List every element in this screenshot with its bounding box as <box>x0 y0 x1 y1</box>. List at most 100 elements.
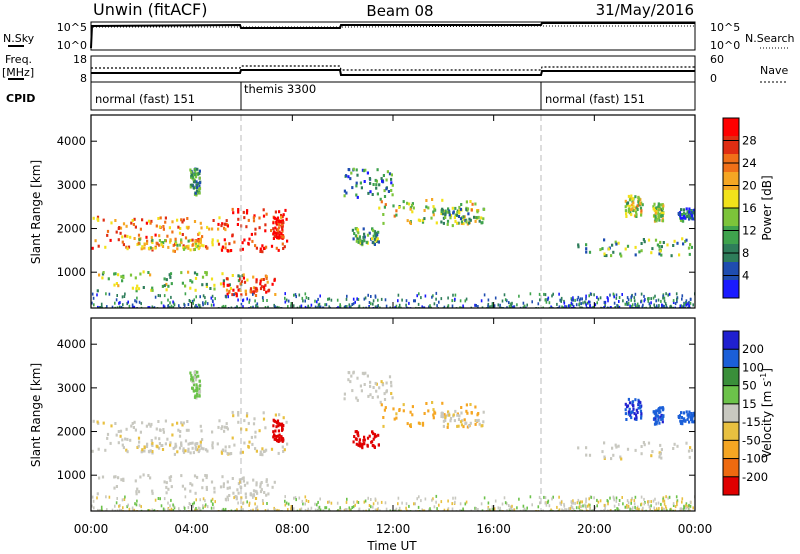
power-cell <box>433 302 436 306</box>
power-cell <box>639 201 642 205</box>
velocity-cell <box>631 410 634 414</box>
velocity-cell <box>615 445 618 449</box>
velocity-cell <box>643 502 646 506</box>
power-cell <box>109 238 112 242</box>
power-cell <box>268 288 271 292</box>
x-tick-label: 16:00 <box>476 522 511 536</box>
power-cell <box>474 202 477 206</box>
power-cell <box>582 301 584 305</box>
power-cell <box>145 235 148 239</box>
power-cell <box>279 220 282 223</box>
velocity-cell <box>101 508 103 511</box>
velocity-cell <box>265 493 268 497</box>
velocity-cell <box>126 505 128 509</box>
power-cell <box>192 178 195 182</box>
power-cell <box>454 206 457 210</box>
power-cell <box>363 297 366 301</box>
velocity-colorbar-tick-label: 15 <box>742 397 757 411</box>
velocity-cell <box>689 509 691 511</box>
power-cell <box>248 300 250 304</box>
power-cell <box>614 306 616 308</box>
velocity-cell <box>643 443 646 447</box>
power-cell <box>237 217 240 221</box>
velocity-cell <box>242 502 244 506</box>
velocity-cell <box>101 475 105 479</box>
power-cell <box>468 217 471 221</box>
velocity-cell <box>572 499 574 503</box>
velocity-cell <box>635 413 638 417</box>
power-cell <box>282 247 285 250</box>
velocity-cell <box>408 504 410 508</box>
power-cell <box>652 296 655 300</box>
power-cell <box>629 211 632 215</box>
velocity-cell <box>441 415 445 419</box>
velocity-cell <box>108 495 111 499</box>
power-cell <box>685 207 688 211</box>
power-cell <box>197 188 201 192</box>
power-cell <box>518 294 520 298</box>
power-cell <box>272 227 275 231</box>
power-cell <box>262 299 264 302</box>
velocity-cell <box>362 509 365 511</box>
power-cell <box>275 220 278 224</box>
velocity-cell <box>255 481 258 485</box>
power-cell <box>427 206 430 210</box>
power-cell <box>198 172 201 175</box>
velocity-cell <box>252 489 256 493</box>
power-cell <box>544 293 547 297</box>
power-cell <box>225 277 228 281</box>
power-cell <box>278 223 281 227</box>
power-cell <box>234 306 237 308</box>
power-cell <box>618 305 621 308</box>
power-cell <box>444 213 447 216</box>
velocity-cell <box>440 413 443 417</box>
velocity-cell <box>683 505 685 509</box>
power-cell <box>690 214 693 218</box>
velocity-cell <box>635 418 638 421</box>
power-cell <box>682 211 686 215</box>
velocity-cell <box>192 451 195 455</box>
power-cell <box>634 253 637 257</box>
power-echo-region <box>652 202 665 223</box>
velocity-cell <box>661 506 663 510</box>
power-cell <box>425 205 428 209</box>
velocity-cell <box>685 502 688 506</box>
velocity-cell <box>358 438 361 442</box>
velocity-cell <box>550 508 552 511</box>
power-cell <box>474 219 477 223</box>
power-cell <box>629 196 632 200</box>
power-cell <box>584 300 586 304</box>
x-axis: 00:00 04:00 08:00 12:00 16:00 20:00 00:00 <box>74 115 712 536</box>
power-cell <box>627 209 630 213</box>
velocity-cell <box>193 474 197 478</box>
velocity-cell <box>458 414 461 418</box>
power-cell <box>379 197 382 201</box>
velocity-cell <box>280 435 283 439</box>
power-cell <box>182 246 185 250</box>
nsearch-tick: 10^5 <box>710 21 740 34</box>
velocity-cell <box>137 490 141 494</box>
velocity-cell <box>389 509 392 511</box>
power-cell <box>106 229 110 233</box>
velocity-cell <box>431 498 433 502</box>
power-cell <box>369 190 372 194</box>
power-cell <box>654 213 657 217</box>
velocity-cell <box>91 449 94 453</box>
velocity-cell <box>290 507 292 511</box>
velocity-cell <box>154 436 157 440</box>
power-cell <box>467 212 470 216</box>
velocity-cell <box>256 505 259 509</box>
power-cell <box>538 292 541 296</box>
power-cell <box>433 207 436 211</box>
velocity-cell <box>460 411 463 415</box>
velocity-cell <box>416 497 418 501</box>
power-cell <box>449 216 452 220</box>
power-cell <box>145 221 148 225</box>
power-cell <box>287 299 290 303</box>
power-cell <box>654 211 657 215</box>
velocity-cell <box>435 494 438 498</box>
power-cell <box>632 204 635 208</box>
velocity-cell <box>285 420 288 424</box>
x-tick-label: 04:00 <box>174 522 209 536</box>
velocity-cell <box>164 419 167 423</box>
